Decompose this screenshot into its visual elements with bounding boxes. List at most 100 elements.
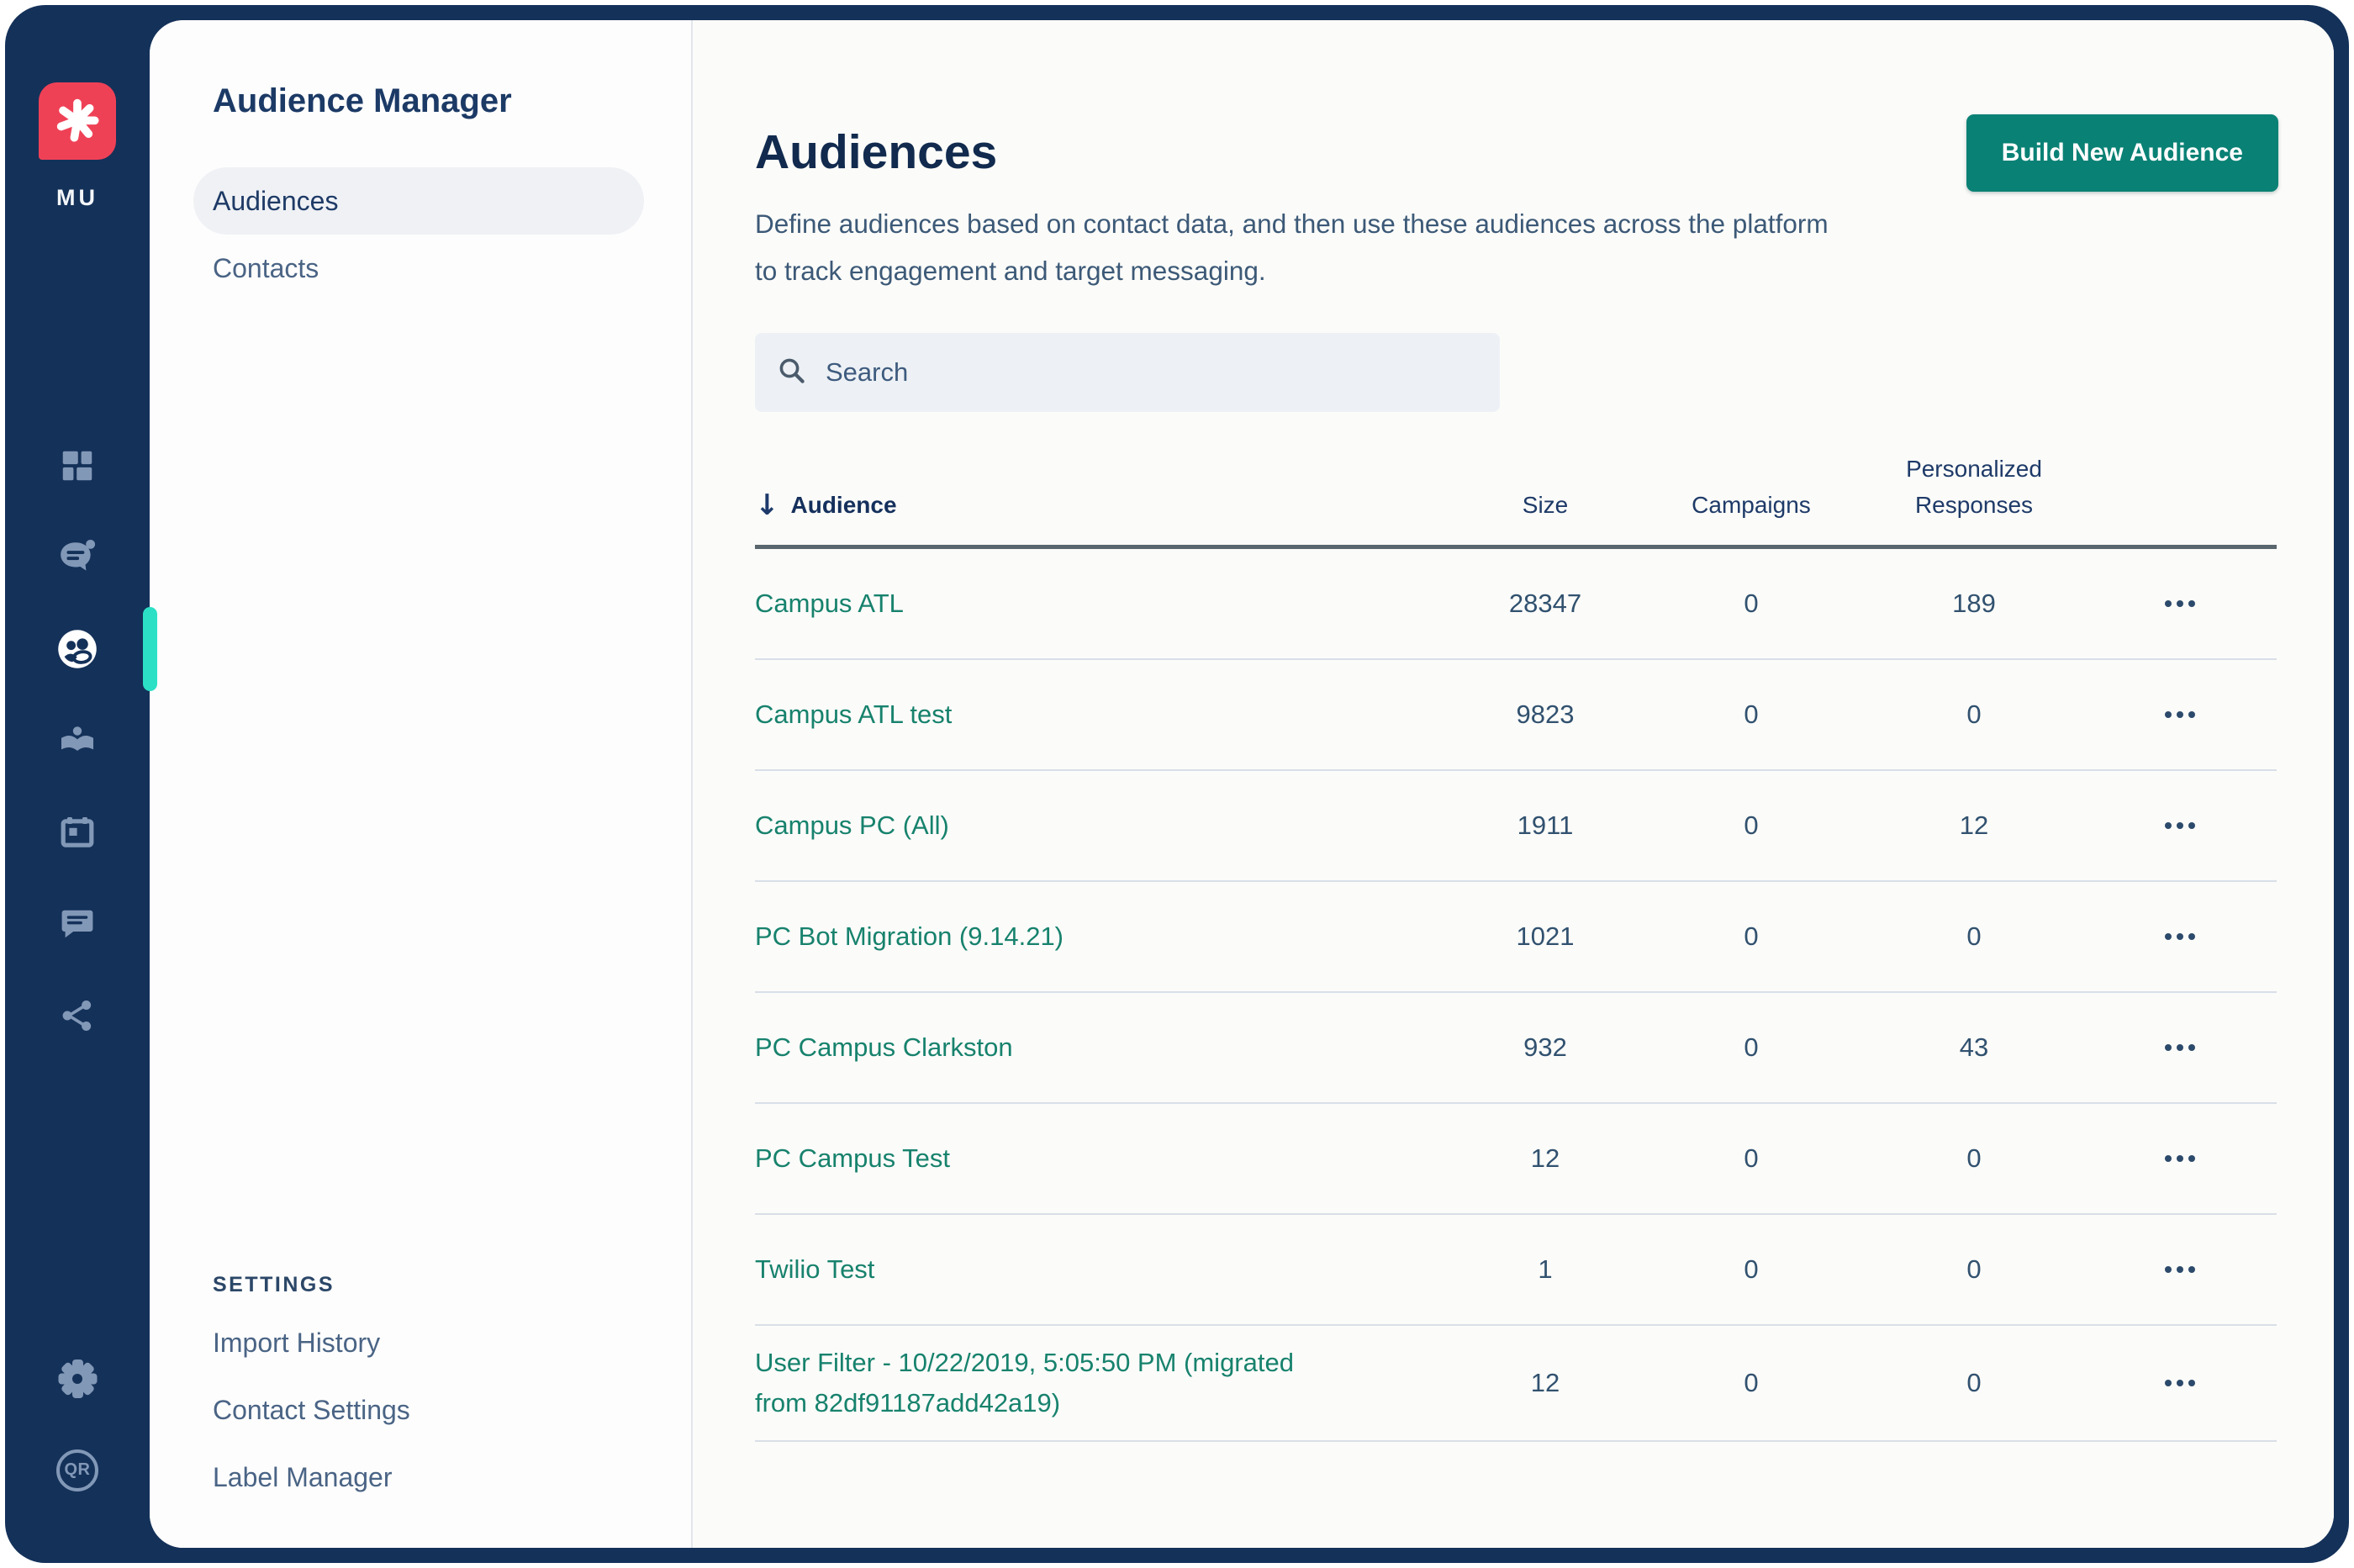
table-body: Campus ATL283470189Campus ATL test982300… — [755, 549, 2277, 1442]
row-actions-cell — [2083, 1368, 2277, 1398]
size-value: 28347 — [1453, 589, 1638, 619]
rail-item-audiences[interactable] — [5, 603, 150, 694]
audience-link[interactable]: Campus ATL — [755, 583, 904, 624]
audience-link[interactable]: User Filter - 10/22/2019, 5:05:50 PM (mi… — [755, 1343, 1343, 1423]
main-content: Audiences Define audiences based on cont… — [693, 20, 2334, 1548]
audience-column-label: Audience — [791, 487, 897, 523]
row-menu-button[interactable] — [2153, 589, 2207, 619]
calendar-event-icon — [57, 812, 98, 853]
campaigns-value: 0 — [1638, 1032, 1865, 1063]
book-reader-icon — [57, 721, 98, 761]
sort-descending-icon: ↓ — [755, 491, 779, 520]
campaigns-value: 0 — [1638, 921, 1865, 952]
table-row: PC Campus Test1200 — [755, 1104, 2277, 1215]
asterisk-spark-icon — [51, 93, 103, 150]
row-actions-cell — [2083, 589, 2277, 619]
rail-item-knowledge[interactable] — [5, 694, 150, 786]
sidebar-item-contacts[interactable]: Contacts — [193, 235, 644, 302]
sidebar-item-audiences[interactable]: Audiences — [193, 167, 644, 235]
sidebar-title: Audience Manager — [193, 82, 644, 120]
responses-value: 0 — [1865, 921, 2083, 952]
rail-item-conversations[interactable] — [5, 511, 150, 603]
settings-section: SETTINGS Import History Contact Settings… — [193, 1273, 644, 1511]
table-row: PC Bot Migration (9.14.21)102100 — [755, 882, 2277, 993]
sidebar-item-contact-settings[interactable]: Contact Settings — [193, 1376, 644, 1444]
size-value: 1 — [1453, 1254, 1638, 1285]
build-new-audience-button[interactable]: Build New Audience — [1966, 114, 2278, 192]
responses-value: 0 — [1865, 1143, 2083, 1174]
row-menu-button[interactable] — [2153, 1368, 2207, 1398]
column-header-audience[interactable]: ↓ Audience — [755, 487, 1453, 523]
rail-item-dashboard[interactable] — [5, 420, 150, 511]
search-input[interactable] — [826, 357, 1478, 388]
size-value: 12 — [1453, 1368, 1638, 1398]
row-actions-cell — [2083, 1143, 2277, 1174]
title-block: Audiences Define audiences based on cont… — [755, 114, 1831, 294]
message-bubble-icon — [58, 905, 97, 943]
qr-code-icon: QR — [56, 1449, 98, 1491]
campaigns-value: 0 — [1638, 1254, 1865, 1285]
row-actions-cell — [2083, 1254, 2277, 1285]
table-row: Campus ATL283470189 — [755, 549, 2277, 660]
app-surface: Audience Manager Audiences Contacts SETT… — [150, 20, 2334, 1548]
audience-name-cell: User Filter - 10/22/2019, 5:05:50 PM (mi… — [755, 1343, 1453, 1423]
campaigns-value: 0 — [1638, 1368, 1865, 1398]
row-menu-button[interactable] — [2153, 1254, 2207, 1285]
table-header-row: ↓ Audience Size Campaigns Personalized R… — [755, 451, 2277, 549]
search-icon — [777, 356, 807, 390]
brand-logo[interactable] — [39, 82, 116, 160]
search-box[interactable] — [755, 333, 1500, 412]
share-network-icon — [59, 997, 96, 1034]
audience-link[interactable]: Campus PC (All) — [755, 805, 949, 846]
audience-name-cell: Campus ATL test — [755, 694, 1453, 735]
audience-link[interactable]: Twilio Test — [755, 1249, 874, 1290]
campaigns-value: 0 — [1638, 810, 1865, 841]
sidebar-item-import-history[interactable]: Import History — [193, 1309, 644, 1376]
size-value: 1021 — [1453, 921, 1638, 952]
row-actions-cell — [2083, 1032, 2277, 1063]
rail-item-share[interactable] — [5, 969, 150, 1061]
audience-name-cell: PC Campus Test — [755, 1138, 1453, 1179]
audience-name-cell: Twilio Test — [755, 1249, 1453, 1290]
audience-manager-sidebar: Audience Manager Audiences Contacts SETT… — [150, 20, 693, 1548]
responses-value: 43 — [1865, 1032, 2083, 1063]
table-row: PC Campus Clarkston932043 — [755, 993, 2277, 1104]
audience-name-cell: Campus ATL — [755, 583, 1453, 624]
row-menu-button[interactable] — [2153, 1032, 2207, 1063]
audience-name-cell: PC Bot Migration (9.14.21) — [755, 916, 1453, 957]
settings-heading: SETTINGS — [193, 1273, 644, 1297]
responses-value: 0 — [1865, 1254, 2083, 1285]
table-row: User Filter - 10/22/2019, 5:05:50 PM (mi… — [755, 1326, 2277, 1442]
audiences-table: ↓ Audience Size Campaigns Personalized R… — [755, 451, 2277, 1442]
campaigns-value: 0 — [1638, 589, 1865, 619]
table-row: Twilio Test100 — [755, 1215, 2277, 1326]
row-menu-button[interactable] — [2153, 700, 2207, 730]
audience-link[interactable]: PC Campus Test — [755, 1138, 950, 1179]
row-actions-cell — [2083, 921, 2277, 952]
brand-initials: MU — [56, 185, 98, 211]
rail-item-qr[interactable]: QR — [5, 1424, 150, 1516]
column-header-personalized-responses: Personalized Responses — [1865, 451, 2083, 523]
audience-name-cell: PC Campus Clarkston — [755, 1027, 1453, 1068]
page-description: Define audiences based on contact data, … — [755, 200, 1831, 294]
audience-link[interactable]: PC Bot Migration (9.14.21) — [755, 916, 1064, 957]
row-menu-button[interactable] — [2153, 1143, 2207, 1174]
dashboard-icon — [58, 446, 97, 485]
audience-link[interactable]: PC Campus Clarkston — [755, 1027, 1013, 1068]
row-actions-cell — [2083, 810, 2277, 841]
campaigns-value: 0 — [1638, 700, 1865, 730]
sidebar-item-label-manager[interactable]: Label Manager — [193, 1444, 644, 1511]
icon-rail: MU — [5, 5, 150, 1563]
audiences-people-icon — [55, 627, 99, 671]
row-menu-button[interactable] — [2153, 810, 2207, 841]
row-actions-cell — [2083, 700, 2277, 730]
row-menu-button[interactable] — [2153, 921, 2207, 952]
rail-item-messages[interactable] — [5, 878, 150, 969]
rail-bottom: QR — [5, 1333, 150, 1516]
audience-name-cell: Campus PC (All) — [755, 805, 1453, 846]
campaigns-value: 0 — [1638, 1143, 1865, 1174]
rail-item-calendar[interactable] — [5, 786, 150, 878]
audience-link[interactable]: Campus ATL test — [755, 694, 952, 735]
rail-item-settings[interactable] — [5, 1333, 150, 1424]
size-value: 1911 — [1453, 810, 1638, 841]
